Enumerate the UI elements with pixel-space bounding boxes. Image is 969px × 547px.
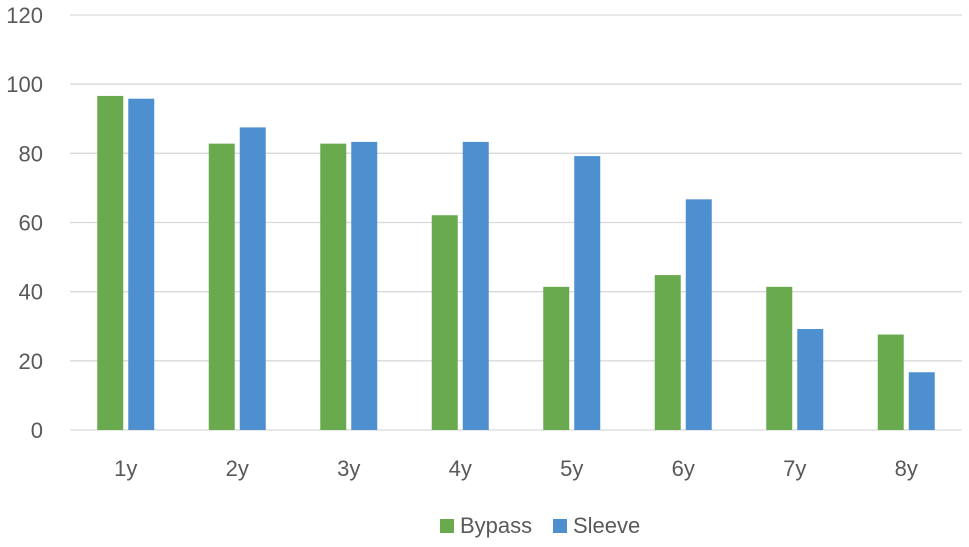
bar-sleeve-4y [462, 141, 489, 430]
bar-bypass-8y [877, 334, 904, 430]
y-tick-label: 0 [31, 418, 43, 443]
y-tick-label: 120 [6, 3, 43, 28]
bar-sleeve-3y [351, 141, 378, 430]
bar-sleeve-1y [128, 98, 155, 431]
x-tick-label: 1y [114, 456, 137, 481]
bars [97, 95, 935, 431]
gridlines [70, 14, 962, 431]
legend: Bypass Sleeve [440, 513, 640, 538]
x-tick-label: 6y [672, 456, 695, 481]
legend-swatch-bypass [440, 519, 454, 533]
x-axis-tick-labels: 1y 2y 3y 4y 5y 6y 7y 8y [114, 456, 918, 481]
x-tick-label: 5y [560, 456, 583, 481]
y-tick-label: 100 [6, 72, 43, 97]
bar-sleeve-7y [797, 329, 824, 430]
bar-sleeve-6y [685, 199, 712, 430]
bar-bypass-4y [431, 215, 458, 430]
y-axis-tick-labels: 0 20 40 60 80 100 120 [6, 3, 43, 443]
bar-sleeve-5y [574, 156, 601, 430]
y-tick-label: 60 [19, 211, 43, 236]
bar-sleeve-8y [908, 372, 935, 430]
bar-bypass-7y [766, 286, 793, 430]
y-tick-label: 20 [19, 349, 43, 374]
x-tick-label: 4y [449, 456, 472, 481]
bar-bypass-1y [97, 95, 124, 431]
x-tick-label: 3y [337, 456, 360, 481]
x-tick-label: 8y [895, 456, 918, 481]
legend-label-bypass: Bypass [460, 513, 532, 538]
x-tick-label: 7y [783, 456, 806, 481]
bar-bypass-6y [654, 275, 681, 430]
bar-sleeve-2y [239, 127, 266, 430]
bar-bypass-5y [543, 286, 570, 430]
bar-bypass-3y [320, 143, 347, 430]
legend-swatch-sleeve [553, 519, 567, 533]
y-tick-label: 80 [19, 141, 43, 166]
y-tick-label: 40 [19, 280, 43, 305]
legend-label-sleeve: Sleeve [573, 513, 640, 538]
x-tick-label: 2y [226, 456, 249, 481]
bar-bypass-2y [208, 143, 235, 430]
